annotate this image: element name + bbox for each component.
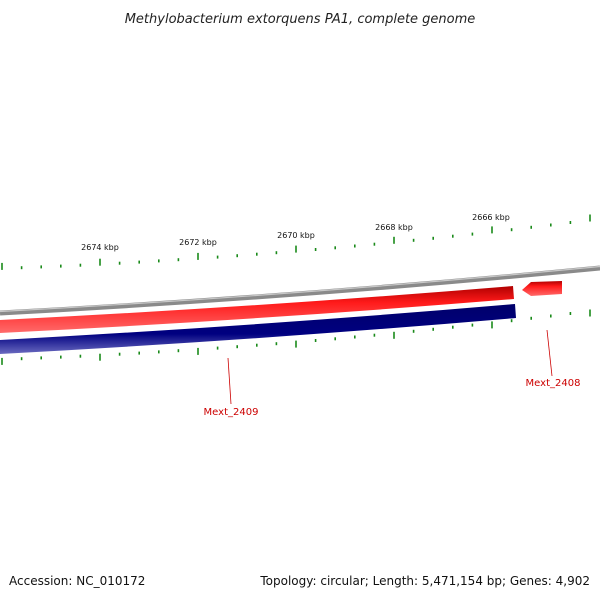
accession-text: Accession: NC_010172 (9, 574, 146, 588)
scale-label-2666: 2666 kbp (472, 213, 510, 222)
map-title: Methylobacterium extorquens PA1, complet… (125, 12, 476, 27)
genome-summary-text: Topology: circular; Length: 5,471,154 bp… (260, 574, 590, 588)
genome-backbone (0, 265, 600, 316)
leader-line-mext-2409 (227, 357, 232, 405)
scale-label-2672: 2672 kbp (179, 238, 217, 247)
inner-tick-row (1, 309, 591, 365)
scale-labels: 2674 kbp 2672 kbp 2670 kbp 2668 kbp 2666… (81, 213, 510, 252)
gene-label-mext-2409[interactable]: Mext_2409 (204, 407, 259, 418)
scale-label-2670: 2670 kbp (277, 231, 315, 240)
gene-label-mext-2408[interactable]: Mext_2408 (526, 378, 581, 389)
scale-label-2674: 2674 kbp (81, 243, 119, 252)
leader-line-mext-2408 (546, 329, 553, 377)
reverse-strand-feature[interactable] (0, 304, 516, 354)
scale-label-2668: 2668 kbp (375, 223, 413, 232)
gene-feature-mext-2409[interactable] (0, 286, 514, 333)
backbone-highlight (0, 265, 600, 313)
outer-tick-row (1, 214, 591, 270)
gene-feature-mext-2408[interactable] (522, 281, 562, 296)
